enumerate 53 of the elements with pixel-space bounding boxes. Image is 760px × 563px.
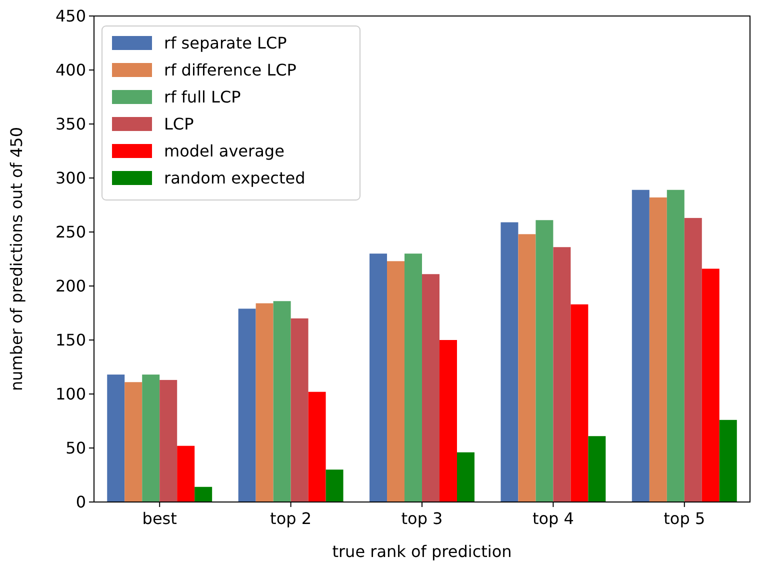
bar [632, 190, 650, 502]
y-tick-label: 400 [55, 60, 86, 80]
x-tick-label: top 5 [664, 509, 706, 528]
x-axis-title: true rank of prediction [332, 542, 512, 561]
bar [702, 268, 720, 502]
bar [256, 303, 274, 502]
bar [588, 436, 606, 502]
legend-label: rf full LCP [164, 88, 242, 107]
y-tick-label: 50 [66, 438, 86, 458]
y-tick-label: 250 [55, 222, 86, 242]
bar [160, 380, 178, 502]
bar [719, 420, 737, 502]
bar [553, 247, 571, 502]
legend-label: LCP [164, 114, 194, 134]
bar [570, 304, 588, 502]
y-tick-label: 100 [55, 384, 86, 404]
y-tick-label: 150 [55, 330, 86, 350]
bar [273, 301, 291, 502]
bar [290, 318, 308, 502]
bar [387, 261, 405, 502]
x-tick-label: best [142, 509, 177, 528]
bar [124, 382, 142, 502]
legend-label: rf separate LCP [164, 34, 288, 53]
bar [684, 218, 702, 502]
bar [422, 274, 440, 502]
bar [404, 254, 422, 502]
bar [326, 470, 344, 502]
bar [500, 222, 518, 502]
x-tick-label: top 2 [270, 509, 312, 528]
bar [238, 308, 256, 502]
bar [107, 374, 125, 502]
bar [308, 392, 326, 502]
bar [649, 197, 667, 502]
bar [666, 190, 684, 502]
bar [439, 340, 457, 502]
legend-label: rf difference LCP [164, 60, 297, 80]
y-tick-label: 350 [55, 114, 86, 134]
legend-label: random expected [164, 168, 306, 188]
y-tick-label: 200 [55, 276, 86, 296]
x-tick-label: top 3 [401, 509, 443, 528]
bar [536, 220, 554, 502]
y-axis-title: number of predictions out of 450 [7, 126, 26, 392]
x-tick-label: top 4 [532, 509, 574, 528]
bar [370, 254, 388, 502]
y-tick-label: 300 [55, 168, 86, 188]
bar [177, 446, 195, 502]
bar [194, 486, 212, 502]
legend-label: model average [164, 142, 284, 161]
y-tick-label: 0 [76, 492, 86, 512]
bar [456, 452, 474, 502]
bar [142, 374, 160, 502]
bar [518, 234, 536, 502]
y-tick-label: 450 [55, 6, 86, 26]
